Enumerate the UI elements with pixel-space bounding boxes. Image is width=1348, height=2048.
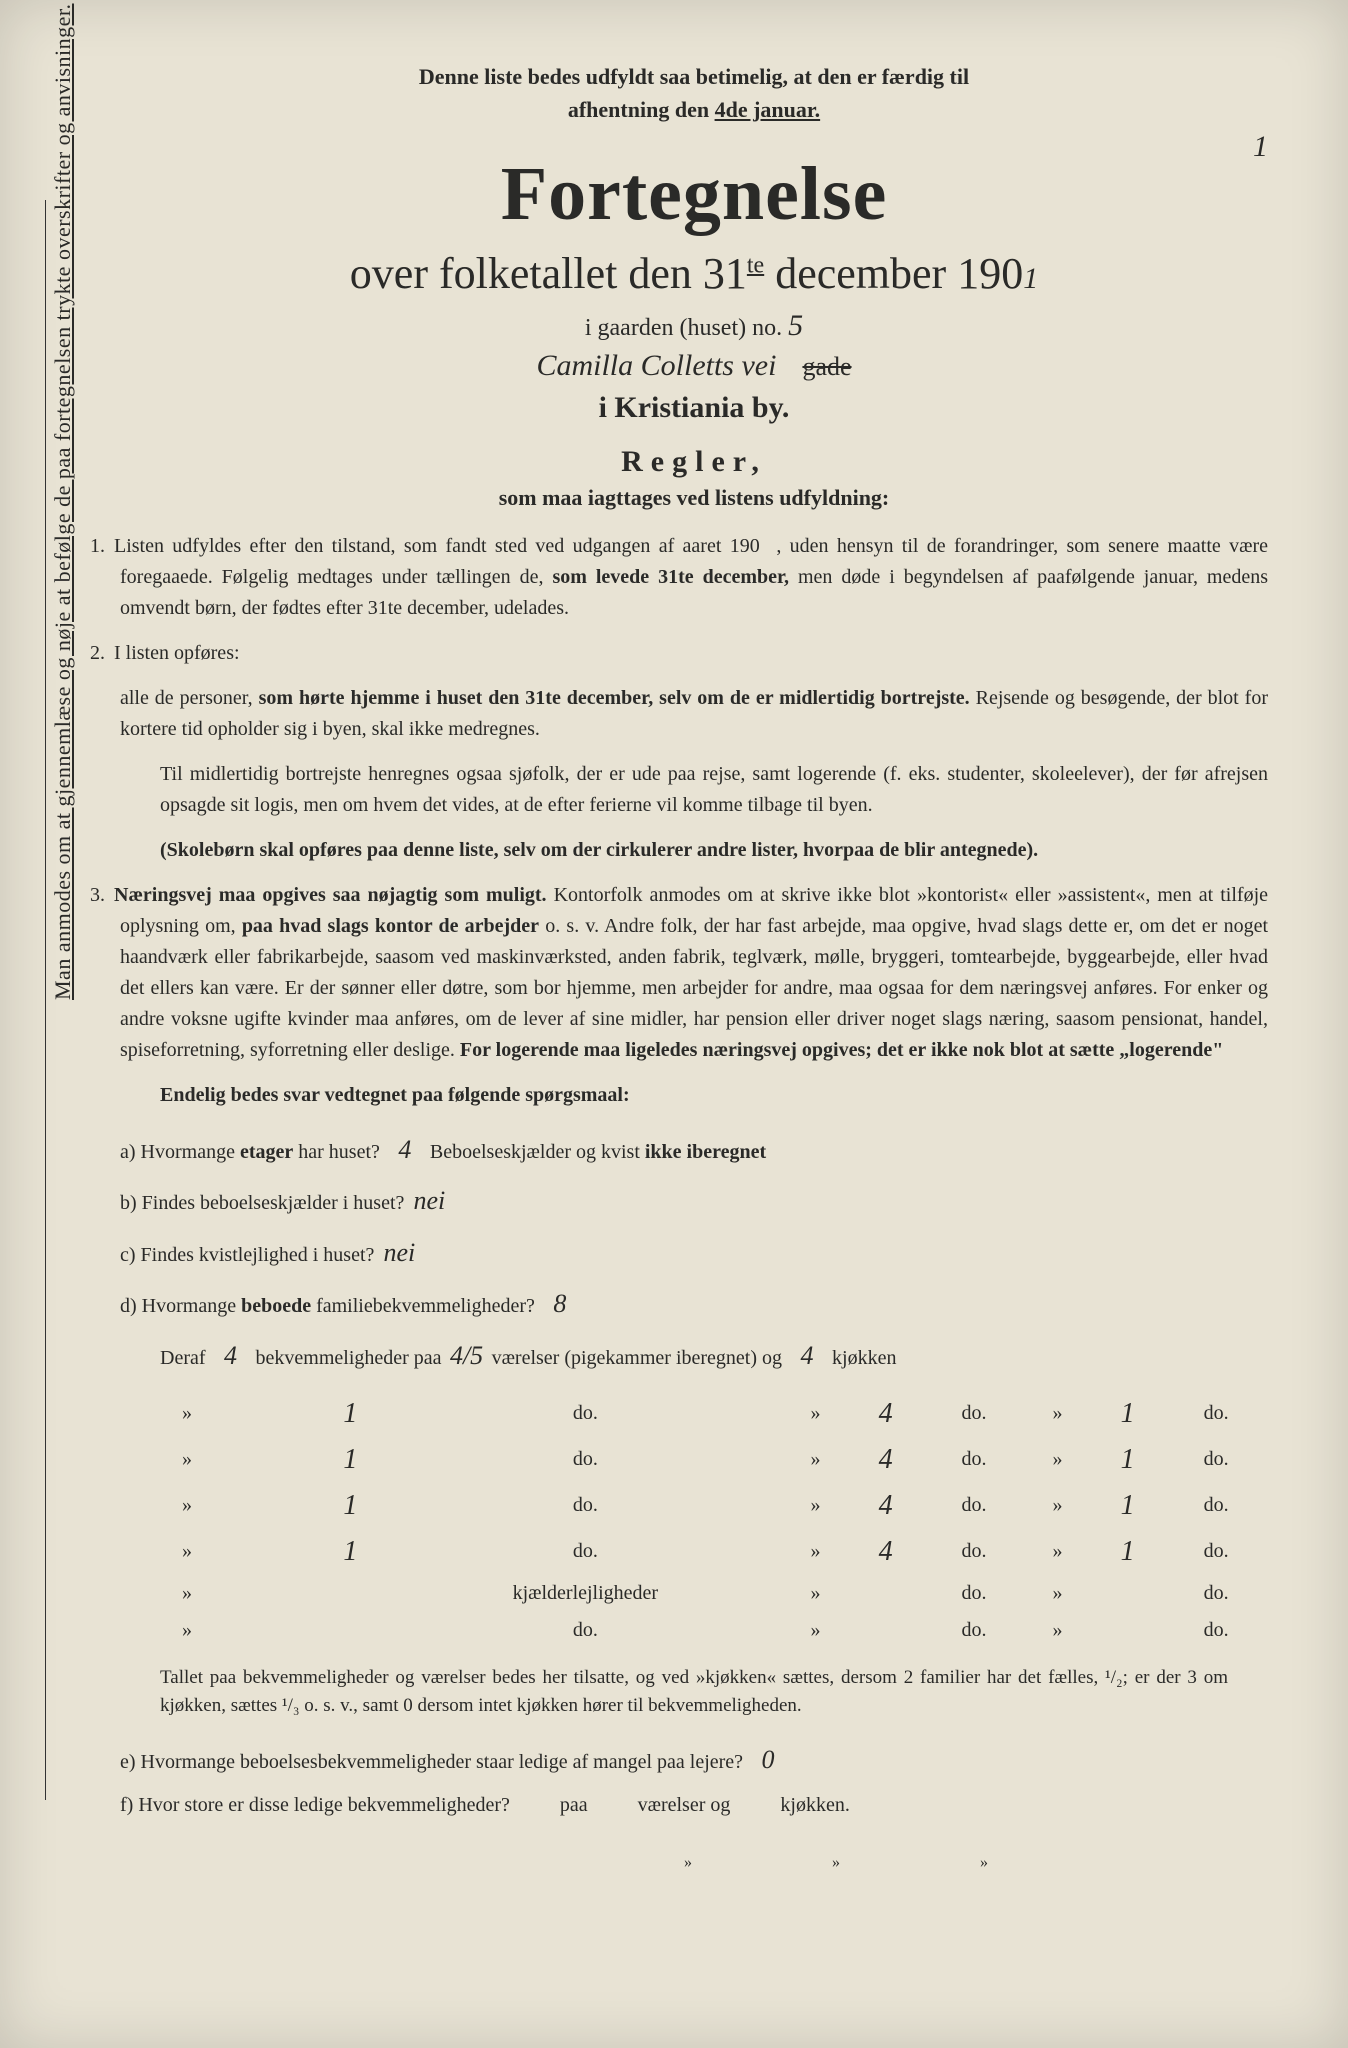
question-c: c) Findes kvistlejlighed i huset? nei — [120, 1228, 1268, 1277]
tallet-note: Tallet paa bekvemmeligheder og værelser … — [160, 1664, 1228, 1721]
rules-heading: Regler, — [120, 445, 1268, 479]
deraf-d: kjøkken — [832, 1347, 896, 1369]
rule-2c: Til midlertidig bortrejste henregnes ogs… — [120, 759, 1268, 821]
qf-vaer: værelser og — [638, 1794, 731, 1816]
rules-subheading: som maa iagttages ved listens udfyldning… — [120, 485, 1268, 511]
question-b: b) Findes beboelseskjælder i huset? nei — [120, 1176, 1268, 1225]
side-instruction: Man anmodes om at gjennemlæse og nøje at… — [50, 4, 76, 1001]
bottom-guillemets: »»» — [120, 1854, 1268, 1872]
top-note-line1: Denne liste bedes udfyldt saa betimelig,… — [419, 64, 969, 89]
table-row: »1do.»4do.»1do. — [122, 1392, 1266, 1436]
qa-answer-hw: 4 — [385, 1125, 425, 1174]
table-row: »1do.»4do.»1do. — [122, 1438, 1266, 1482]
rule-3-num: 3. — [90, 880, 114, 911]
rule-2b: alle de personer, som hørte hjemme i hus… — [120, 683, 1268, 745]
rule-2: 2.I listen opføres: — [120, 638, 1268, 669]
deraf-b: bekvemmeligheder paa — [256, 1347, 442, 1369]
house-number-hw: 5 — [788, 309, 803, 342]
rule-2d: (Skolebørn skal opføres paa denne liste,… — [120, 835, 1268, 866]
table-row-last: »do.»do.»do. — [122, 1613, 1266, 1648]
questions-block: a) Hvormange etager har huset? 4 Beboels… — [120, 1125, 1268, 1380]
street-name-hw: Camilla Colletts vei — [536, 349, 776, 382]
qf-paa: paa — [560, 1794, 588, 1816]
qb-label: b) Findes beboelseskjælder i huset? — [120, 1192, 404, 1214]
qf-kj: kjøkken. — [780, 1794, 849, 1816]
top-note-date: 4de januar. — [715, 97, 821, 122]
question-a: a) Hvormange etager har huset? 4 Beboels… — [120, 1125, 1268, 1174]
year-handwritten: 1 — [1023, 262, 1038, 295]
endelig-heading: Endelig bedes svar vedtegnet paa følgend… — [120, 1080, 1268, 1111]
qb-answer-hw: nei — [409, 1176, 449, 1225]
rule-1: 1.Listen udfyldes efter den tilstand, so… — [120, 531, 1268, 624]
table-row: »1do.»4do.»1do. — [122, 1530, 1266, 1574]
top-note-line2a: afhentning den — [568, 97, 715, 122]
subtitle-b: december 190 — [764, 249, 1023, 298]
qe-label: e) Hvormange beboelsesbekvemmeligheder s… — [120, 1751, 743, 1773]
qe-answer-hw: 0 — [748, 1735, 788, 1784]
city-line: i Kristiania by. — [120, 391, 1268, 425]
deraf-hw1: 4 — [211, 1331, 251, 1380]
question-e: e) Hvormange beboelsesbekvemmeligheder s… — [120, 1735, 1268, 1784]
gaarden-label: i gaarden (huset) no. — [585, 315, 782, 341]
top-note: Denne liste bedes udfyldt saa betimelig,… — [180, 60, 1208, 126]
rooms-table: »1do.»4do.»1do. »1do.»4do.»1do. »1do.»4d… — [120, 1390, 1268, 1650]
main-title: Fortegnelse — [120, 151, 1268, 238]
qf-label: f) Hvor store er disse ledige bekvemmeli… — [120, 1794, 510, 1816]
deraf-hw3: 4 — [787, 1331, 827, 1380]
street-print-struck: gade — [802, 352, 851, 381]
deraf-c: værelser (pigekammer iberegnet) og — [492, 1347, 782, 1369]
rule-3: 3.Næringsvej maa opgives saa nøjagtig so… — [120, 880, 1268, 1066]
qd-answer-hw: 8 — [540, 1279, 580, 1328]
table-row: »1do.»4do.»1do. — [122, 1484, 1266, 1528]
house-number-line: i gaarden (huset) no. 5 — [120, 309, 1268, 343]
census-form-page: Man anmodes om at gjennemlæse og nøje at… — [0, 0, 1348, 2048]
deraf-a: Deraf — [160, 1347, 206, 1369]
rule-1-num: 1. — [90, 531, 114, 562]
deraf-hw2: 4/5 — [447, 1331, 487, 1380]
qc-answer-hw: nei — [379, 1228, 419, 1277]
table-row-kjaelder: »kjælderlejligheder»do.»do. — [122, 1576, 1266, 1611]
rule-2a-text: I listen opføres: — [114, 642, 240, 664]
question-f: f) Hvor store er disse ledige bekvemmeli… — [120, 1786, 1268, 1824]
qc-label: c) Findes kvistlejlighed i huset? — [120, 1244, 374, 1266]
subtitle-sup: te — [747, 252, 764, 278]
question-d: d) Hvormange beboede familiebekvemmeligh… — [120, 1279, 1268, 1328]
subtitle: over folketallet den 31te december 1901 — [120, 248, 1268, 299]
subtitle-a: over folketallet den 31 — [350, 249, 747, 298]
rule-1-text: Listen udfyldes efter den tilstand, som … — [114, 535, 1268, 619]
deraf-line: Deraf 4 bekvemmeligheder paa 4/5 værelse… — [120, 1331, 1268, 1380]
questions-ef: e) Hvormange beboelsesbekvemmeligheder s… — [120, 1735, 1268, 1824]
page-number-handwritten: 1 — [1253, 130, 1268, 164]
street-line: Camilla Colletts vei gade — [120, 349, 1268, 383]
rule-2-num: 2. — [90, 638, 114, 669]
